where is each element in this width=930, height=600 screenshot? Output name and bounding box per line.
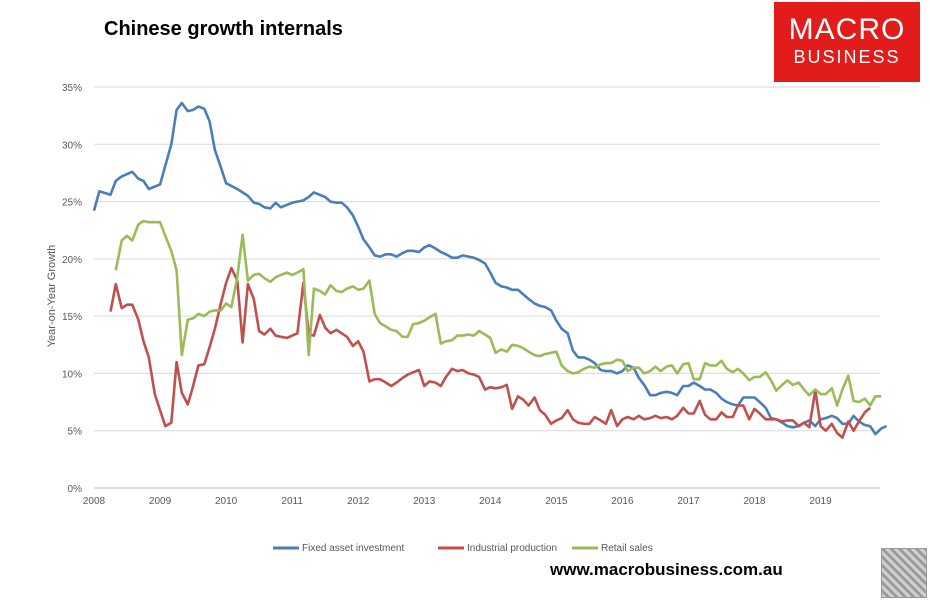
x-tick-label: 2016 xyxy=(611,496,634,507)
y-tick-label: 10% xyxy=(62,369,82,380)
x-tick-label: 2012 xyxy=(347,496,370,507)
y-tick-label: 5% xyxy=(68,427,83,438)
gridlines xyxy=(94,86,880,489)
y-tick-labels: 0% 5% 10% 15% 20% 25% 30% 35% xyxy=(62,83,82,495)
series-line xyxy=(114,219,882,407)
x-tick-label: 2008 xyxy=(83,496,106,507)
x-tick-label: 2010 xyxy=(215,496,238,507)
legend-label: Industrial production xyxy=(467,543,557,554)
x-tick-label: 2015 xyxy=(545,496,568,507)
legend-label: Fixed asset investment xyxy=(302,543,404,554)
y-tick-label: 0% xyxy=(68,484,83,495)
x-tick-label: 2014 xyxy=(479,496,502,507)
website-url[interactable]: www.macrobusiness.com.au xyxy=(550,560,783,579)
y-tick-label: 25% xyxy=(62,198,82,209)
y-axis-label: Year-on-Year Growth xyxy=(46,245,58,348)
x-tick-label: 2019 xyxy=(809,496,832,507)
legend: Fixed asset investment Industrial product… xyxy=(273,543,653,554)
logo-line2: BUSINESS xyxy=(793,47,901,67)
logo-line1: MACRO xyxy=(788,13,906,46)
y-tick-label: 35% xyxy=(62,83,82,94)
y-tick-label: 20% xyxy=(62,255,82,266)
series-line xyxy=(109,266,871,439)
chart-title: Chinese growth internals xyxy=(104,18,343,40)
macrobusiness-logo: MACRO BUSINESS xyxy=(774,2,920,82)
series-line xyxy=(92,101,888,436)
x-tick-label: 2013 xyxy=(413,496,436,507)
series-lines xyxy=(92,101,888,439)
x-tick-label: 2017 xyxy=(677,496,700,507)
x-tick-label: 2018 xyxy=(743,496,766,507)
y-tick-label: 30% xyxy=(62,140,82,151)
x-tick-label: 2009 xyxy=(149,496,172,507)
legend-label: Retail sales xyxy=(601,543,653,554)
x-tick-labels: 2008 2009 2010 2011 2012 2013 2014 2015 2016 2017… xyxy=(83,496,832,507)
x-tick-label: 2011 xyxy=(281,496,303,507)
y-tick-label: 15% xyxy=(62,312,82,323)
wolf-logo-image xyxy=(881,548,927,598)
